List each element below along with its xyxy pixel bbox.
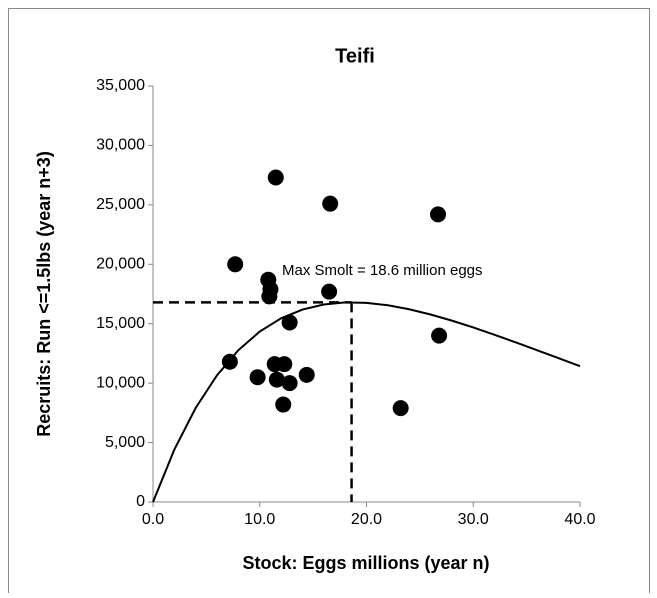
point <box>227 256 244 273</box>
point <box>249 369 266 386</box>
x-tick-label: 10.0 <box>244 511 275 528</box>
point <box>430 206 447 223</box>
point <box>322 195 339 212</box>
y-tick-label: 30,000 <box>96 137 145 154</box>
x-tick-label: 0.0 <box>142 511 164 528</box>
x-tick-label: 30.0 <box>458 511 489 528</box>
point <box>298 366 315 383</box>
point <box>321 283 338 300</box>
point <box>431 327 448 344</box>
y-tick-label: 15,000 <box>96 315 145 332</box>
y-tick-label: 5,000 <box>105 434 145 451</box>
point <box>267 169 284 186</box>
point <box>281 375 298 392</box>
point <box>392 400 409 417</box>
point <box>268 371 285 388</box>
point <box>261 288 278 305</box>
y-tick-label: 25,000 <box>96 196 145 213</box>
y-tick-label: 20,000 <box>96 256 145 273</box>
chart-title: Teifi <box>335 45 375 67</box>
point <box>275 396 292 413</box>
y-tick-label: 0 <box>136 493 145 510</box>
point <box>276 356 293 373</box>
x-tick-label: 20.0 <box>351 511 382 528</box>
fit-curve <box>152 301 581 503</box>
point <box>281 314 298 331</box>
chart-frame <box>8 8 650 598</box>
x-tick-label: 40.0 <box>564 511 595 528</box>
y-axis-title: Recruits: Run <=1.5lbs (year n+3) <box>34 151 54 437</box>
y-tick-label: 10,000 <box>96 374 145 391</box>
y-tick-label: 35,000 <box>96 77 145 94</box>
annotation: Max Smolt = 18.6 million eggs <box>282 262 483 279</box>
x-axis-title: Stock: Eggs millions (year n) <box>242 553 489 573</box>
